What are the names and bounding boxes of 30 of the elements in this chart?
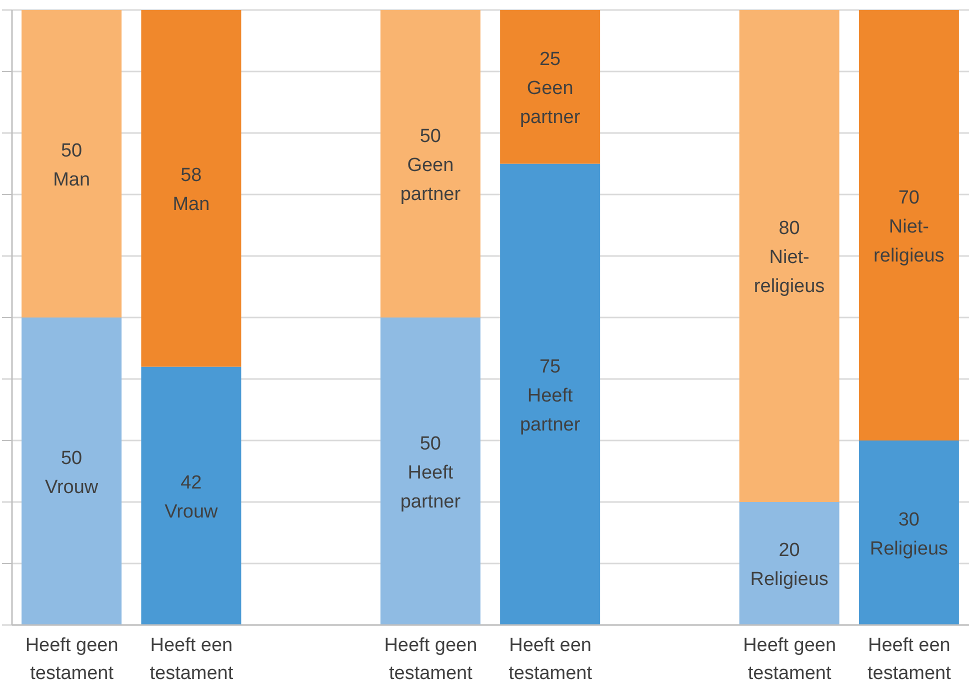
data-label: 80 Niet- religieus <box>754 218 825 297</box>
x-tick-label: Heeft geen testament <box>743 635 836 684</box>
data-label: 30 Religieus <box>870 509 948 560</box>
bar <box>141 10 242 367</box>
data-label: 20 Religieus <box>750 540 828 590</box>
bar <box>858 440 959 625</box>
bar <box>858 10 959 440</box>
data-label: 25 Geen partner <box>520 48 581 128</box>
bar <box>739 502 840 625</box>
bar <box>500 164 600 625</box>
bar <box>739 10 840 502</box>
data-label: 50 Vrouw <box>44 448 98 498</box>
bar <box>380 318 480 625</box>
data-label: 50 Geen partner <box>400 126 462 205</box>
data-label: 50 Man <box>53 140 90 190</box>
data-label: 42 Vrouw <box>164 472 218 522</box>
x-tick-label: Heeft een testament <box>150 635 234 684</box>
data-label: 75 Heeft partner <box>520 356 581 436</box>
data-label: 70 Niet- religieus <box>874 187 944 266</box>
x-tick-label: Heeft een testament <box>867 635 952 684</box>
bar <box>22 10 122 318</box>
x-tick-label: Heeft een testament <box>508 635 593 684</box>
bar <box>22 318 122 625</box>
data-label: 58 Man <box>172 164 210 215</box>
x-tick-label: Heeft geen testament <box>384 635 478 684</box>
bar <box>500 10 600 164</box>
data-label: 50 Heeft partner <box>400 433 462 512</box>
bar <box>380 10 480 318</box>
bar <box>141 366 242 625</box>
x-tick-label: Heeft geen testament <box>25 635 118 684</box>
